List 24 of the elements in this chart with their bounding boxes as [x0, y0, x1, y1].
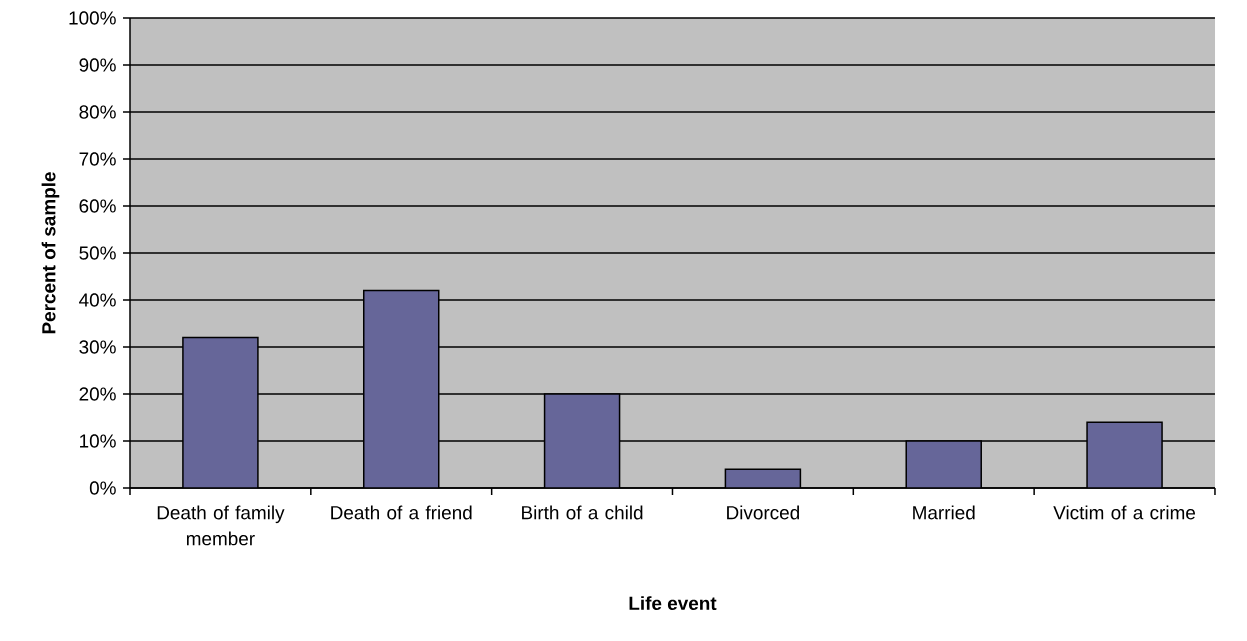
x-tick-label: Victim of a crime [1053, 505, 1196, 520]
y-tick-label: 80% [79, 105, 116, 119]
y-tick-label: 50% [79, 246, 116, 260]
y-tick-label: 20% [79, 387, 116, 401]
y-tick-label: 70% [79, 152, 116, 166]
y-tick-label: 40% [79, 293, 116, 307]
x-tick-label: Divorced [727, 505, 799, 520]
bar [362, 289, 440, 488]
bar [543, 393, 621, 488]
x-tick-label: Birth of a child [522, 505, 643, 520]
bar [905, 440, 982, 488]
x-tick-label: Married [913, 505, 975, 520]
y-tick-label: 10% [80, 434, 116, 448]
x-axis-title: Life event [629, 596, 717, 611]
y-tick-label: 30% [79, 340, 116, 354]
y-tick-label: 0% [89, 481, 116, 495]
x-tick-label: Death of family member [157, 505, 285, 546]
y-tick-label: 90% [79, 58, 116, 72]
bar [182, 336, 259, 488]
bar [1086, 421, 1163, 488]
x-tick-label: Death of a friend [331, 505, 472, 520]
y-tick-label: 100% [69, 11, 116, 25]
y-tick-label: 60% [79, 199, 116, 213]
y-axis-title: Percent of sample [41, 172, 60, 334]
